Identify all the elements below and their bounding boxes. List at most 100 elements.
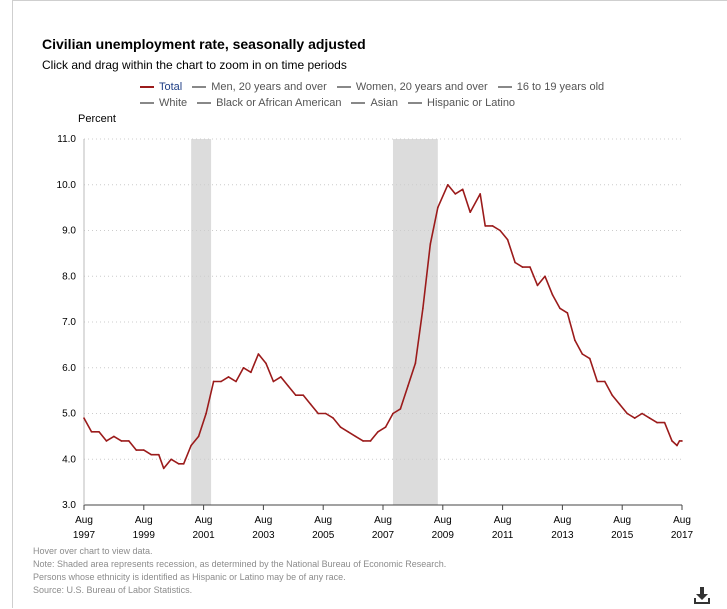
legend-item-teens[interactable]: 16 to 19 years old <box>497 81 605 93</box>
data-point <box>454 193 457 195</box>
data-point <box>559 307 561 310</box>
data-point <box>157 453 160 456</box>
data-point <box>120 440 123 442</box>
legend-label: Asian <box>370 97 398 109</box>
x-tick-month: Aug <box>135 515 153 526</box>
legend-item-white[interactable]: White <box>140 97 187 109</box>
data-point <box>105 440 108 442</box>
chart-frame <box>12 0 727 608</box>
legend-item-total[interactable]: Total <box>140 81 182 93</box>
legend-label: Black or African American <box>216 97 342 109</box>
data-point <box>596 380 599 383</box>
y-tick-label: 3.0 <box>62 500 76 511</box>
data-point <box>678 440 681 442</box>
download-icon[interactable] <box>693 586 711 604</box>
chart-plot[interactable]: 3.0 4.0 5.0 6.0 7.0 8.0 9.0 10.0 11.0 Aug 1997 Aug 1… <box>0 0 727 545</box>
recession-band <box>392 139 438 505</box>
data-point <box>469 211 472 213</box>
y-tick-label: 8.0 <box>62 271 76 282</box>
data-point <box>197 435 200 438</box>
data-point <box>611 394 614 397</box>
legend-swatch-icon <box>192 86 207 88</box>
data-point <box>272 380 275 383</box>
legend-label: 16 to 19 years old <box>516 81 605 93</box>
chart-title: Civilian unemployment rate, seasonally a… <box>42 36 366 52</box>
data-point <box>603 380 606 383</box>
x-tick-month: Aug <box>554 515 572 526</box>
legend-label: White <box>159 97 188 109</box>
data-point <box>265 362 267 364</box>
data-point <box>250 371 252 374</box>
data-point <box>671 440 673 442</box>
data-point <box>491 225 494 227</box>
x-tick-month: Aug <box>374 515 392 526</box>
data-point <box>162 467 165 470</box>
data-point <box>143 449 145 451</box>
data-point <box>257 353 260 355</box>
data-point <box>446 183 449 186</box>
legend-label: Total <box>159 81 183 93</box>
data-point <box>589 357 591 360</box>
y-tick-label: 6.0 <box>62 363 76 374</box>
x-tick-year: 2017 <box>671 530 694 541</box>
legend-item-asian[interactable]: Asian <box>351 97 398 109</box>
data-point <box>227 376 230 378</box>
data-point <box>83 417 85 419</box>
legend-swatch-icon <box>497 86 512 88</box>
data-point <box>302 394 305 397</box>
legend-swatch-icon <box>140 86 154 88</box>
data-point <box>618 403 621 406</box>
legend-swatch-icon <box>336 86 351 88</box>
note-line: Persons whose ethnicity is identified as… <box>33 572 346 582</box>
data-point <box>377 431 379 433</box>
x-tick-year: 1999 <box>133 530 156 541</box>
y-tick-label: 11.0 <box>57 134 76 145</box>
data-point <box>581 353 584 355</box>
y-tick-label: 10.0 <box>57 180 77 191</box>
data-point <box>339 426 342 429</box>
y-tick-label: 4.0 <box>62 454 76 465</box>
x-tick-month: Aug <box>314 515 332 526</box>
legend-swatch-icon <box>197 102 212 104</box>
y-tick-label: 9.0 <box>62 226 76 237</box>
data-point <box>521 266 524 268</box>
data-point <box>506 238 509 241</box>
data-point <box>177 463 180 465</box>
legend-item-black[interactable]: Black or African American <box>197 97 341 109</box>
data-point <box>98 431 100 433</box>
data-point <box>182 463 185 465</box>
legend-row-2: White Black or African American Asian Hi… <box>140 97 515 109</box>
legend-swatch-icon <box>408 102 422 104</box>
data-point <box>235 380 237 383</box>
legend-swatch-icon <box>140 102 154 104</box>
legend-item-men[interactable]: Men, 20 years and over <box>192 81 327 93</box>
data-point <box>544 275 546 278</box>
data-point <box>626 412 628 415</box>
legend-label: Men, 20 years and over <box>211 81 327 93</box>
note-line: Note: Shaded area represents recession, … <box>33 559 447 569</box>
data-point <box>399 408 402 410</box>
data-point <box>407 385 409 387</box>
y-tick-label: 7.0 <box>62 317 76 328</box>
data-point <box>150 453 153 456</box>
legend-label: Hispanic or Latino <box>427 97 516 109</box>
data-point <box>479 193 481 195</box>
data-point <box>461 188 464 191</box>
x-tick-year: 2009 <box>432 530 455 541</box>
chart-notes: Hover over chart to view data. Note: Sha… <box>33 545 446 597</box>
data-point <box>294 394 297 397</box>
legend-item-women[interactable]: Women, 20 years and over <box>336 81 488 93</box>
x-tick-month: Aug <box>255 515 273 526</box>
x-tick-year: 2005 <box>312 530 335 541</box>
data-point <box>681 440 683 442</box>
x-tick-month: Aug <box>195 515 213 526</box>
data-point <box>362 440 364 442</box>
data-point <box>113 435 115 438</box>
x-tick-month: Aug <box>673 515 691 526</box>
x-tick-year: 2013 <box>551 530 574 541</box>
legend-item-hispanic[interactable]: Hispanic or Latino <box>408 97 515 109</box>
data-point <box>369 440 372 442</box>
legend-row-1: Total Men, 20 years and over Women, 20 y… <box>140 81 604 93</box>
data-point <box>656 421 658 424</box>
data-point <box>354 435 357 438</box>
